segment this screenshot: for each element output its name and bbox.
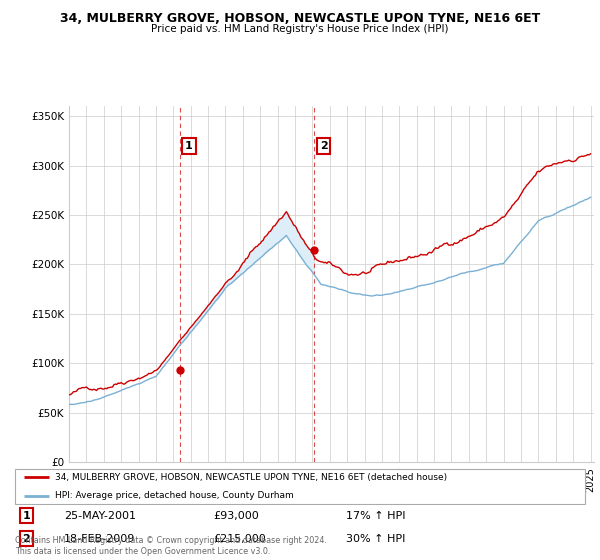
Text: £215,000: £215,000 — [214, 534, 266, 544]
Text: 2: 2 — [320, 141, 328, 151]
Text: 34, MULBERRY GROVE, HOBSON, NEWCASTLE UPON TYNE, NE16 6ET (detached house): 34, MULBERRY GROVE, HOBSON, NEWCASTLE UP… — [55, 473, 448, 482]
FancyBboxPatch shape — [15, 469, 584, 503]
Text: 2: 2 — [23, 534, 30, 544]
Text: HPI: Average price, detached house, County Durham: HPI: Average price, detached house, Coun… — [55, 491, 294, 500]
Text: 34, MULBERRY GROVE, HOBSON, NEWCASTLE UPON TYNE, NE16 6ET: 34, MULBERRY GROVE, HOBSON, NEWCASTLE UP… — [60, 12, 540, 25]
Text: 30% ↑ HPI: 30% ↑ HPI — [346, 534, 406, 544]
Text: £93,000: £93,000 — [214, 511, 259, 521]
Text: 25-MAY-2001: 25-MAY-2001 — [64, 511, 136, 521]
Text: Price paid vs. HM Land Registry's House Price Index (HPI): Price paid vs. HM Land Registry's House … — [151, 24, 449, 34]
Text: 1: 1 — [23, 511, 30, 521]
Text: 18-FEB-2009: 18-FEB-2009 — [64, 534, 135, 544]
Text: 17% ↑ HPI: 17% ↑ HPI — [346, 511, 406, 521]
Text: Contains HM Land Registry data © Crown copyright and database right 2024.
This d: Contains HM Land Registry data © Crown c… — [15, 536, 327, 556]
Text: 1: 1 — [185, 141, 193, 151]
